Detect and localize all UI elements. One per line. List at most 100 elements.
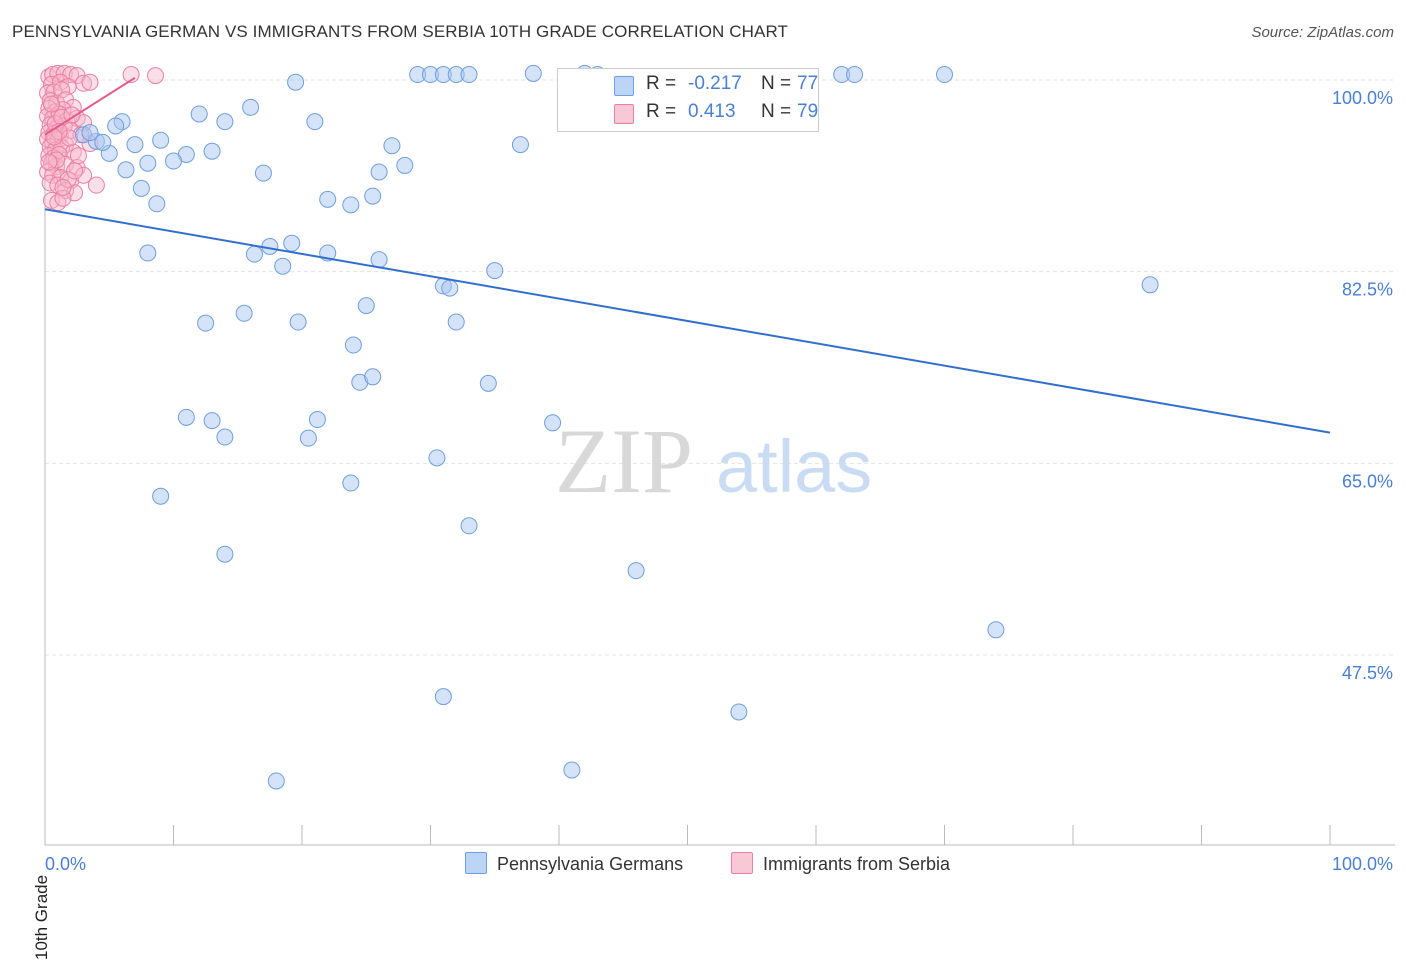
pa-german-point bbox=[460, 66, 478, 84]
pa-german-point bbox=[434, 688, 452, 706]
serbia-point bbox=[45, 128, 63, 146]
pa-german-point bbox=[216, 113, 234, 131]
pa-german-point bbox=[987, 621, 1005, 639]
pa-german-point bbox=[267, 772, 285, 790]
legend-n-value: 79 bbox=[797, 101, 819, 122]
pa-german-point bbox=[216, 428, 234, 446]
legend-swatch-blue bbox=[614, 76, 634, 96]
pa-german-point bbox=[197, 314, 215, 332]
pa-german-point bbox=[203, 412, 221, 430]
y-axis-label-wrap: 10th Grade bbox=[16, 505, 51, 960]
serbia-point bbox=[87, 176, 105, 194]
pa-german-point bbox=[152, 487, 170, 505]
source-label: Source: ZipAtlas.com bbox=[1251, 24, 1394, 41]
pa-german-point bbox=[396, 156, 414, 174]
pa-german-point bbox=[245, 245, 263, 263]
serbia-point bbox=[40, 153, 58, 171]
pa-german-point bbox=[441, 279, 459, 297]
pa-german-point bbox=[357, 297, 375, 315]
legend-r-value: -0.217 bbox=[688, 73, 742, 94]
pa-german-point bbox=[190, 105, 208, 123]
y-tick-label: 65.0% bbox=[1342, 471, 1393, 491]
serbia-point bbox=[55, 64, 73, 82]
pa-german-point bbox=[132, 179, 150, 197]
pa-german-point bbox=[486, 262, 504, 280]
pa-german-point bbox=[364, 368, 382, 386]
x-tick-label-min: 0.0% bbox=[45, 854, 86, 874]
pa-german-point bbox=[1141, 276, 1159, 294]
pa-german-point bbox=[283, 234, 301, 252]
pa-german-point bbox=[627, 562, 645, 580]
pa-german-point bbox=[242, 98, 260, 116]
legend-r-label: R = bbox=[646, 73, 677, 94]
pa-german-point bbox=[177, 408, 195, 426]
axis-layer bbox=[44, 70, 1395, 846]
pa-german-point bbox=[342, 196, 360, 214]
pa-german-point bbox=[274, 257, 292, 275]
serbia-point bbox=[75, 74, 93, 92]
legend-r-value: 0.413 bbox=[688, 101, 736, 122]
pa-german-point bbox=[94, 133, 112, 151]
y-tick-label: 82.5% bbox=[1342, 280, 1393, 300]
pa-german-point bbox=[344, 336, 362, 354]
trend-layer bbox=[44, 76, 1331, 434]
pa-german-point bbox=[107, 117, 125, 135]
pa-german-point bbox=[126, 136, 144, 154]
grid-layer bbox=[45, 79, 1395, 656]
pa-german-point bbox=[479, 374, 497, 392]
y-tick-label: 47.5% bbox=[1342, 663, 1393, 683]
pa-german-point bbox=[299, 429, 317, 447]
pa-german-point bbox=[342, 474, 360, 492]
x-tick-label-max: 100.0% bbox=[1332, 854, 1393, 874]
correlation-legend: R = -0.217 N = 77 R = 0.413 N = 79 bbox=[557, 68, 819, 132]
pa-german-point bbox=[364, 187, 382, 205]
pa-german-point bbox=[563, 761, 581, 779]
serbia-point bbox=[42, 95, 60, 113]
bottom-legend-serbia: Immigrants from Serbia bbox=[731, 852, 950, 876]
pa-german-point bbox=[383, 137, 401, 155]
serbia-point bbox=[66, 162, 84, 180]
tick-labels: 47.5% 65.0% 82.5% 100.0% 0.0% 100.0% bbox=[45, 88, 1393, 874]
pa-german-point bbox=[308, 411, 326, 429]
bottom-legend-swatch-pink bbox=[731, 852, 753, 874]
pa-german-point bbox=[216, 545, 234, 563]
pa-german-point bbox=[846, 66, 864, 84]
serbia-point bbox=[147, 67, 165, 85]
legend-n-value: 77 bbox=[797, 73, 819, 94]
pa-german-point bbox=[152, 131, 170, 149]
pa-german-point bbox=[936, 66, 953, 84]
pa-german-point bbox=[524, 64, 542, 82]
pa-german-point bbox=[544, 414, 562, 432]
legend-n-label: N = bbox=[761, 101, 792, 122]
watermark-atlas: atlas bbox=[716, 425, 872, 508]
pa-german-point bbox=[511, 136, 529, 154]
y-tick-label: 100.0% bbox=[1332, 88, 1393, 108]
serbia-point bbox=[75, 166, 93, 184]
pa-german-point bbox=[148, 195, 166, 213]
watermark: ZIP atlas bbox=[555, 410, 872, 512]
pa-german-point bbox=[370, 163, 388, 181]
chart-title: PENNSYLVANIA GERMAN VS IMMIGRANTS FROM S… bbox=[12, 22, 788, 41]
pa-german-point bbox=[254, 164, 272, 182]
legend-n-label: N = bbox=[761, 73, 792, 94]
bottom-legend-swatch-blue bbox=[465, 852, 487, 874]
scatter-chart: ZIP atlas 47.5% 65.0% 82.5% 100.0% 0.0% 100.0… bbox=[39, 64, 1395, 874]
pa-german-point bbox=[235, 304, 253, 322]
y-axis-label: 10th Grade bbox=[32, 874, 51, 960]
pa-german-point bbox=[730, 703, 748, 721]
serbia-point bbox=[54, 178, 72, 196]
legend-swatch-pink bbox=[614, 104, 634, 124]
pa-german-point bbox=[447, 313, 465, 331]
watermark-zip: ZIP bbox=[555, 410, 693, 512]
pa-german-point bbox=[139, 244, 157, 262]
pa-german-point bbox=[428, 449, 446, 467]
pa-german-point bbox=[287, 73, 305, 91]
pa-german-trend-line bbox=[44, 208, 1331, 434]
serbia-point bbox=[81, 73, 99, 91]
bottom-legend-label-serbia: Immigrants from Serbia bbox=[763, 854, 951, 874]
pa-german-point bbox=[81, 124, 99, 142]
bottom-legend-pa-german: Pennsylvania Germans bbox=[465, 852, 683, 876]
pa-german-points bbox=[75, 64, 1159, 790]
pa-german-point bbox=[289, 313, 307, 331]
pa-german-point bbox=[460, 517, 478, 535]
